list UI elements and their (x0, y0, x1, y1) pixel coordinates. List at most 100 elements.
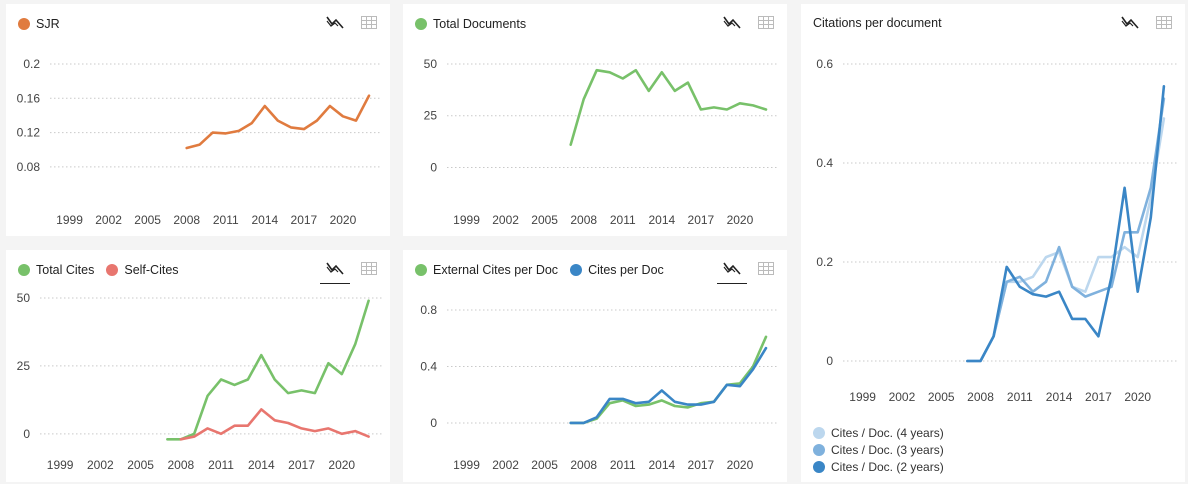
table-view-icon[interactable] (1153, 12, 1175, 32)
x-tick-label: 2008 (173, 213, 200, 227)
x-tick-label: 2008 (570, 213, 597, 227)
y-tick-label: 50 (17, 291, 31, 305)
series-line-external-cites-per-doc[interactable] (569, 335, 768, 425)
y-tick-label: 50 (424, 57, 438, 71)
x-tick-label: 2005 (531, 458, 558, 472)
x-tick-label: 2017 (288, 458, 315, 472)
table-view-icon[interactable] (755, 258, 777, 278)
total-cites-chart: 0 25 50 1999 2002 2005 2008 2011 2014 2017 2020 (17, 291, 382, 472)
x-tick-label: 2011 (213, 213, 239, 227)
legend-dot-external-cites (415, 264, 427, 276)
y-tick-label: 25 (17, 359, 31, 373)
x-tick-label: 2005 (531, 213, 558, 227)
sjr-chart: 0.08 0.12 0.16 0.2 1999 2002 2005 2008 2011 2014 2… (17, 57, 382, 227)
x-tick-label: 2008 (167, 458, 194, 472)
x-tick-label: 2020 (330, 213, 357, 227)
y-tick-label: 0 (430, 160, 437, 174)
line-chart-toggle-icon[interactable] (320, 258, 350, 284)
x-tick-label: 2020 (1124, 390, 1151, 404)
legend-item-self-cites[interactable]: Self-Cites (106, 263, 179, 277)
legend-dot-cites-doc-2y (813, 461, 825, 473)
legend-dot-cites-doc-3y (813, 444, 825, 456)
sjr-panel: SJR 0.08 0.12 0.16 0.2 1999 2002 2005 2008 2011 2… (6, 4, 390, 236)
total-documents-legend: Total Documents (415, 14, 526, 34)
x-tick-label: 2017 (1085, 390, 1112, 404)
series-line-sjr[interactable] (185, 94, 371, 150)
x-tick-label: 2014 (251, 213, 278, 227)
legend-dot-sjr (18, 18, 30, 30)
line-chart-toggle-icon[interactable] (1119, 12, 1141, 32)
x-tick-label: 2017 (291, 213, 318, 227)
legend-item-cites-doc-2y[interactable]: Cites / Doc. (2 years) (813, 460, 944, 474)
external-cites-panel: External Cites per Doc Cites per Doc 0 0.… (403, 250, 787, 482)
x-tick-label: 2020 (328, 458, 355, 472)
line-chart-toggle-icon[interactable] (717, 258, 747, 284)
total-cites-tools (320, 258, 380, 284)
table-view-icon[interactable] (755, 12, 777, 32)
series-line-total-documents[interactable] (569, 68, 768, 146)
legend-label-total-cites: Total Cites (36, 263, 95, 277)
series-line-cites-doc-2-years[interactable] (966, 85, 1166, 363)
x-tick-label: 2011 (1007, 390, 1033, 404)
x-tick-label: 2005 (127, 458, 154, 472)
table-view-icon[interactable] (358, 12, 380, 32)
y-tick-label: 25 (424, 109, 438, 123)
y-tick-label: 0 (430, 416, 437, 430)
x-tick-label: 2002 (95, 213, 122, 227)
series-line-cites-per-doc[interactable] (569, 346, 768, 425)
legend-dot-total-documents (415, 18, 427, 30)
sjr-legend: SJR (18, 14, 60, 34)
series-line-self-cites[interactable] (179, 408, 370, 441)
x-tick-label: 2011 (610, 458, 636, 472)
legend-dot-cites-doc-4y (813, 427, 825, 439)
x-tick-label: 2014 (248, 458, 275, 472)
x-tick-label: 2002 (492, 213, 519, 227)
x-tick-label: 2020 (727, 213, 754, 227)
total-cites-panel: Total Cites Self-Cites 0 25 50 1999 2002 2005… (6, 250, 390, 482)
external-cites-legend: External Cites per Doc Cites per Doc (415, 260, 664, 280)
x-tick-label: 2011 (610, 213, 636, 227)
y-tick-label: 0.16 (17, 91, 41, 105)
table-view-icon[interactable] (358, 258, 380, 278)
legend-item-external-cites[interactable]: External Cites per Doc (415, 263, 558, 277)
legend-dot-cites-per-doc (570, 264, 583, 276)
citations-per-document-chart: 0 0.2 0.4 0.6 1999 2002 2005 2008 2011 2014 2017 20… (816, 57, 1177, 404)
citations-per-document-title: Citations per document (813, 16, 942, 30)
x-tick-label: 2017 (688, 458, 715, 472)
y-tick-label: 0.4 (816, 156, 833, 170)
total-cites-legend: Total Cites Self-Cites (18, 260, 179, 280)
legend-label-self-cites: Self-Cites (124, 263, 179, 277)
x-tick-label: 2008 (570, 458, 597, 472)
y-tick-label: 0.8 (420, 303, 437, 317)
x-tick-label: 1999 (453, 213, 480, 227)
x-tick-label: 2020 (727, 458, 754, 472)
citations-per-document-tools (1119, 12, 1175, 32)
legend-label-cites-per-doc: Cites per Doc (588, 263, 664, 277)
legend-item-sjr[interactable]: SJR (18, 17, 60, 31)
external-cites-tools (717, 258, 777, 284)
x-tick-label: 2014 (1046, 390, 1073, 404)
x-tick-label: 2008 (967, 390, 994, 404)
legend-item-total-cites[interactable]: Total Cites (18, 263, 94, 277)
x-tick-label: 2002 (889, 390, 916, 404)
legend-item-total-documents[interactable]: Total Documents (415, 17, 526, 31)
citations-per-document-legend: Cites / Doc. (4 years) Cites / Doc. (3 y… (813, 423, 944, 474)
line-chart-toggle-icon[interactable] (721, 12, 743, 32)
series-line-total-cites[interactable] (166, 299, 370, 441)
y-tick-label: 0 (23, 427, 30, 441)
y-tick-label: 0.12 (17, 126, 41, 140)
legend-label-cites-doc-4y: Cites / Doc. (4 years) (831, 426, 944, 440)
y-tick-label: 0.08 (17, 160, 41, 174)
legend-label-total-documents: Total Documents (433, 17, 527, 31)
x-tick-label: 2011 (208, 458, 234, 472)
y-tick-label: 0.6 (816, 57, 833, 71)
legend-item-cites-doc-4y[interactable]: Cites / Doc. (4 years) (813, 426, 944, 440)
x-tick-label: 1999 (56, 213, 83, 227)
total-documents-panel: Total Documents 0 25 50 1999 2002 2005 2008 201… (403, 4, 787, 236)
legend-item-cites-doc-3y[interactable]: Cites / Doc. (3 years) (813, 443, 944, 457)
legend-label-sjr: SJR (36, 17, 60, 31)
legend-label-cites-doc-3y: Cites / Doc. (3 years) (831, 443, 944, 457)
legend-item-cites-per-doc[interactable]: Cites per Doc (570, 263, 664, 277)
x-tick-label: 2005 (134, 213, 161, 227)
line-chart-toggle-icon[interactable] (324, 12, 346, 32)
